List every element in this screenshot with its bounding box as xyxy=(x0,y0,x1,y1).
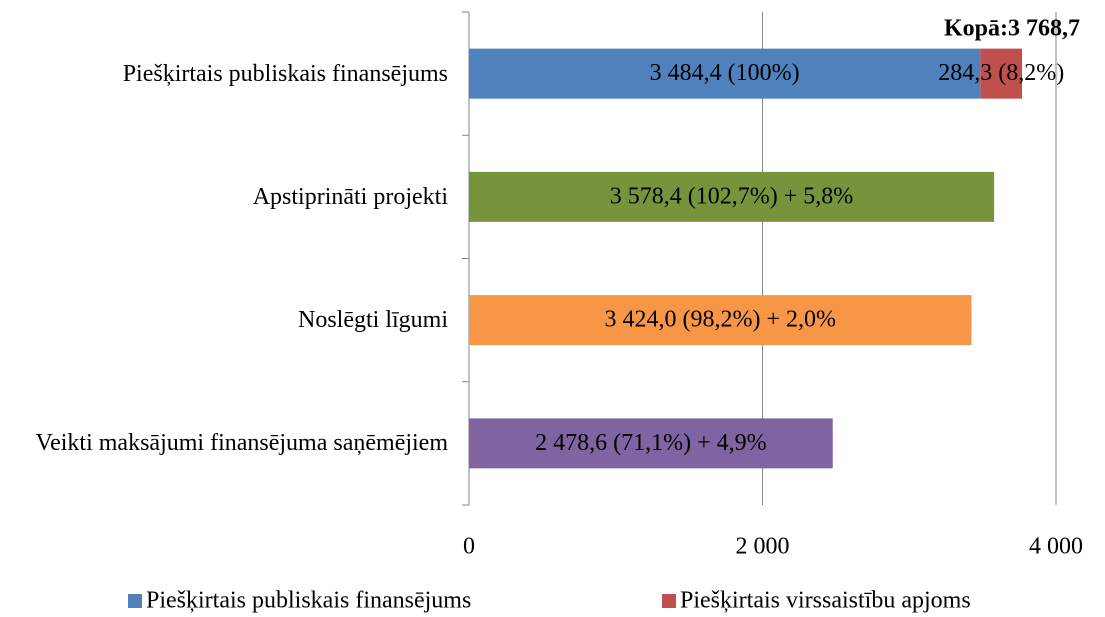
value-label: 284,3 (8,2%) xyxy=(938,60,1064,86)
legend-label: Piešķirtais virssaistību apjoms xyxy=(680,588,971,614)
value-label: 3 578,4 (102,7%) + 5,8% xyxy=(610,183,854,209)
legend-label: Piešķirtais publiskais finansējums xyxy=(146,588,471,614)
bar xyxy=(980,48,1023,99)
category-label-text: Piešķirtais publiskais finansējums xyxy=(122,60,448,87)
bar xyxy=(469,418,833,469)
x-tick-label: 4 000 xyxy=(1029,534,1083,560)
bar xyxy=(469,48,981,99)
x-tick-label: 2 000 xyxy=(736,534,790,560)
bar xyxy=(469,171,995,222)
category-label: Piešķirtais publiskais finansējums xyxy=(122,60,448,87)
category-label-text: Noslēgti līgumi xyxy=(298,307,448,334)
category-label-text: Apstiprināti projekti xyxy=(252,183,448,210)
category-label-text: Veikti maksājumi finansējuma saņēmējiem xyxy=(35,430,448,457)
x-tick-label: 0 xyxy=(463,534,475,560)
category-label: Apstiprināti projekti xyxy=(252,183,448,210)
bar xyxy=(469,295,972,346)
value-label: 3 484,4 (100%) xyxy=(650,60,800,86)
category-label: Noslēgti līgumi xyxy=(298,307,448,334)
value-label: 3 424,0 (98,2%) + 2,0% xyxy=(604,307,836,333)
category-label: Veikti maksājumi finansējuma saņēmējiem xyxy=(35,430,448,457)
legend-swatch xyxy=(662,594,676,608)
value-label: 2 478,6 (71,1%) + 4,9% xyxy=(535,430,767,456)
legend-swatch xyxy=(128,594,142,608)
total-annotation: Kopā:3 768,7 xyxy=(944,16,1080,42)
